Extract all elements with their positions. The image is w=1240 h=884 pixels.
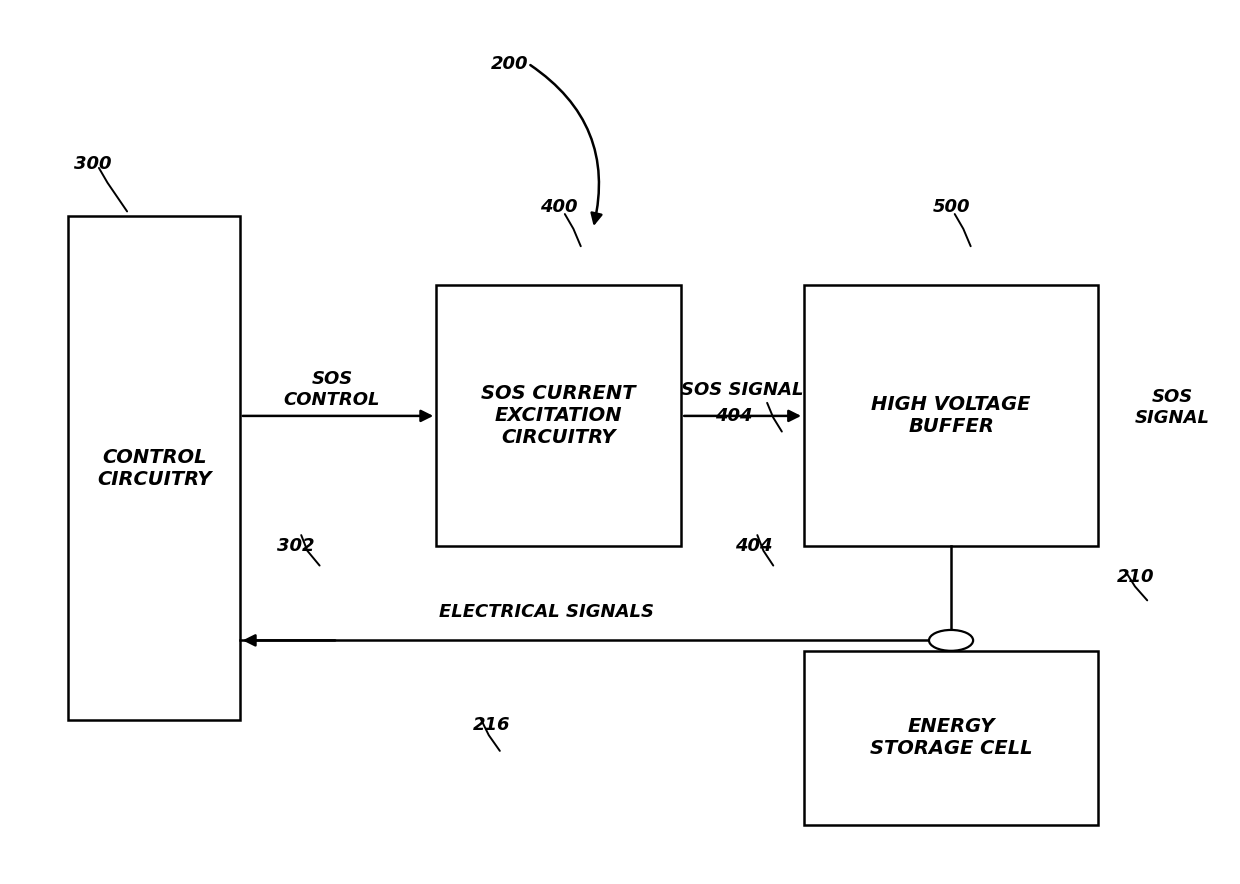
- Text: SOS SIGNAL: SOS SIGNAL: [681, 381, 804, 399]
- Ellipse shape: [929, 630, 973, 651]
- Text: 404: 404: [735, 537, 773, 555]
- Text: 500: 500: [932, 198, 970, 216]
- Bar: [68, 216, 239, 720]
- Bar: [804, 286, 1099, 546]
- Text: SOS CURRENT
EXCITATION
CIRCUITRY: SOS CURRENT EXCITATION CIRCUITRY: [481, 385, 636, 447]
- Text: 400: 400: [541, 198, 578, 216]
- Text: SOS
SIGNAL: SOS SIGNAL: [1135, 388, 1210, 427]
- Text: HIGH VOLTAGE
BUFFER: HIGH VOLTAGE BUFFER: [872, 395, 1030, 437]
- Text: 300: 300: [74, 155, 112, 172]
- Text: ELECTRICAL SIGNALS: ELECTRICAL SIGNALS: [439, 603, 653, 621]
- Text: 210: 210: [1116, 568, 1154, 586]
- Text: 404: 404: [715, 407, 753, 425]
- Text: ENERGY
STORAGE CELL: ENERGY STORAGE CELL: [869, 717, 1033, 758]
- Text: SOS
CONTROL: SOS CONTROL: [284, 370, 381, 409]
- Text: 302: 302: [277, 537, 314, 555]
- Bar: [804, 651, 1099, 825]
- Text: 216: 216: [472, 716, 511, 734]
- Text: CONTROL
CIRCUITRY: CONTROL CIRCUITRY: [97, 447, 211, 489]
- Text: 200: 200: [491, 55, 528, 72]
- Bar: [436, 286, 681, 546]
